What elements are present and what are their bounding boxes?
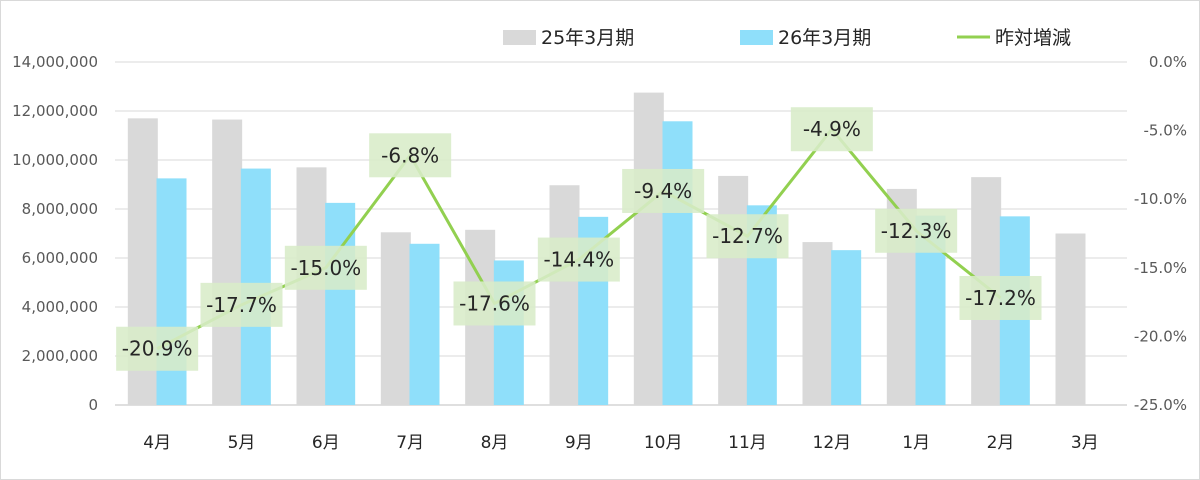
bar-26-fy [156, 178, 187, 405]
legend-item-yoy: 昨対増減 [957, 27, 1071, 49]
left-axis-tick-label: 10,000,000 [12, 151, 98, 169]
data-label-box [116, 326, 199, 371]
right-axis-tick-label: -10.0% [1134, 190, 1187, 208]
data-labels: -20.9% -17.7% -15.0% -6.8% -17.6% -14.4% -9.4%… [116, 107, 1042, 371]
right-axis-tick-label: -20.0% [1134, 327, 1187, 345]
yoy-data-label: -17.7% [206, 293, 277, 317]
right-axis-tick-label: -25.0% [1134, 396, 1187, 414]
left-axis-tick-label: 4,000,000 [22, 298, 98, 316]
data-label-box [790, 107, 873, 152]
legend: 25年3月期 26年3月期 昨対増減 [503, 27, 1071, 49]
x-axis-tick-label: 11月 [728, 433, 767, 453]
legend-label: 26年3月期 [778, 27, 871, 49]
yoy-data-label: -17.6% [459, 291, 530, 315]
data-label-box [369, 133, 452, 178]
legend-label: 25年3月期 [541, 27, 634, 49]
x-axis-tick-label: 7月 [396, 433, 424, 453]
left-axis-tick-label: 12,000,000 [12, 102, 98, 120]
x-axis-tick-label: 1月 [902, 433, 930, 453]
data-label-box [200, 282, 283, 327]
yoy-data-label: -20.9% [122, 337, 193, 361]
x-axis-tick-label: 2月 [987, 433, 1015, 453]
x-axis-tick-label: 6月 [312, 433, 340, 453]
left-axis-tick-label: 8,000,000 [22, 200, 98, 218]
left-axis-tick-label: 2,000,000 [22, 347, 98, 365]
bar-25-fy [802, 242, 833, 405]
axes: 0 2,000,000 4,000,000 6,000,000 8,000,000 10,… [12, 53, 1187, 453]
yoy-data-label: -4.9% [803, 117, 861, 141]
yoy-data-label: -15.0% [290, 256, 361, 280]
bar-25-fy [380, 232, 411, 405]
data-label-box [706, 214, 789, 259]
data-label-box [875, 208, 958, 253]
bar-25-fy [718, 175, 749, 405]
bar-25-fy [549, 185, 580, 405]
bar-26-fy [662, 121, 693, 405]
left-axis-tick-label: 6,000,000 [22, 249, 98, 267]
yoy-data-label: -17.2% [965, 286, 1036, 310]
data-label-box [537, 237, 620, 282]
bar-26-fy [409, 243, 440, 405]
yoy-data-label: -12.3% [881, 219, 952, 243]
x-axis-tick-label: 9月 [565, 433, 593, 453]
legend-label: 昨対増減 [995, 27, 1071, 49]
right-axis-tick-label: -15.0% [1134, 259, 1187, 277]
legend-swatch [503, 30, 536, 45]
right-axis-tick-label: 0.0% [1149, 53, 1187, 71]
legend-item-26-fy: 26年3月期 [740, 27, 871, 49]
data-label-box [959, 275, 1042, 320]
legend-item-25-fy: 25年3月期 [503, 27, 634, 49]
legend-swatch [740, 30, 773, 45]
bar-25-fy [633, 92, 664, 405]
data-label-box [622, 168, 705, 213]
x-axis-tick-label: 8月 [481, 433, 509, 453]
left-axis-tick-label: 0 [88, 396, 98, 414]
bar-25-fy [212, 119, 243, 405]
left-axis-tick-label: 14,000,000 [12, 53, 98, 71]
x-axis-tick-label: 4月 [143, 433, 171, 453]
yoy-data-label: -6.8% [381, 143, 439, 167]
x-axis-tick-label: 12月 [813, 433, 852, 453]
bar-26-fy [831, 250, 862, 405]
x-axis-tick-label: 10月 [644, 433, 683, 453]
bar-25-fy [1055, 233, 1086, 405]
x-axis-tick-label: 5月 [228, 433, 256, 453]
data-label-box [453, 281, 536, 326]
yoy-data-label: -12.7% [712, 224, 783, 248]
yoy-data-label: -14.4% [543, 248, 614, 272]
yoy-data-label: -9.4% [634, 179, 692, 203]
right-axis-tick-label: -5.0% [1143, 122, 1187, 140]
data-label-box [284, 245, 367, 290]
gridlines [115, 61, 1127, 406]
x-axis-tick-label: 3月 [1071, 433, 1099, 453]
